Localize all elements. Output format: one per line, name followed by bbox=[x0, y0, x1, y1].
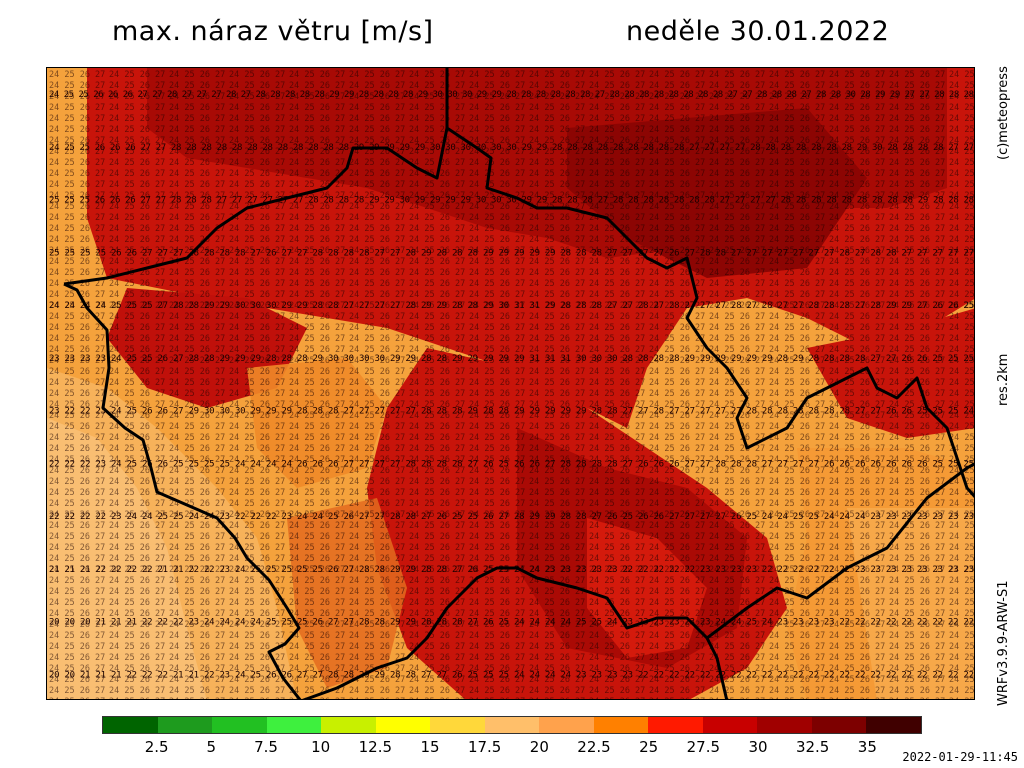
slovakia-border bbox=[706, 462, 974, 640]
grid-value-row: 25 25 25 26 26 26 27 27 28 28 28 27 27 2… bbox=[49, 196, 974, 206]
legend-label: 10 bbox=[311, 738, 331, 756]
legend-label: 32.5 bbox=[795, 738, 830, 756]
color-scale-legend bbox=[102, 716, 922, 734]
grid-values: 24 25 25 26 26 26 27 27 28 27 27 27 28 2… bbox=[49, 90, 974, 680]
legend-label: 12.5 bbox=[358, 738, 393, 756]
czech-border-north2 bbox=[446, 126, 974, 499]
legend-label: 30 bbox=[748, 738, 768, 756]
grid-value-row: 25 25 25 25 26 26 27 27 27 28 28 28 28 2… bbox=[49, 248, 974, 258]
grid-value-row: 22 22 22 23 24 25 26 26 25 25 25 25 24 2… bbox=[49, 459, 974, 469]
grid-value-row: 20 20 20 21 21 21 22 22 22 23 24 24 24 2… bbox=[49, 618, 974, 628]
grid-value-row: 23 23 23 23 24 25 25 26 27 28 28 29 29 2… bbox=[49, 354, 974, 364]
grid-value-row: 24 25 25 26 26 26 27 27 28 28 28 28 28 2… bbox=[49, 143, 974, 153]
legend-label: 35 bbox=[857, 738, 877, 756]
grid-value-row: 21 21 21 22 22 22 22 21 21 22 22 23 24 2… bbox=[49, 565, 974, 575]
grid-value-row: 24 24 24 24 25 25 25 27 28 28 29 29 30 3… bbox=[49, 301, 974, 311]
gust-field bbox=[47, 68, 974, 699]
legend-swatch bbox=[375, 717, 431, 733]
legend-label: 5 bbox=[206, 738, 217, 756]
legend-label: 7.5 bbox=[254, 738, 278, 756]
legend-swatch bbox=[157, 717, 213, 733]
legend-label: 22.5 bbox=[577, 738, 611, 756]
legend-swatch bbox=[103, 717, 158, 733]
legend-swatch bbox=[484, 717, 540, 733]
legend-swatch bbox=[430, 717, 485, 733]
country-borders bbox=[63, 68, 974, 699]
legend-swatch bbox=[266, 717, 322, 733]
legend-swatch bbox=[212, 717, 267, 733]
legend-swatch bbox=[757, 717, 812, 733]
model-label: WRFv3.9.9-ARW-S1 bbox=[996, 580, 1011, 706]
model-run-time: 2022-01-29-11:45 bbox=[902, 750, 1018, 764]
legend-swatch bbox=[702, 717, 758, 733]
resolution-label: res.2km bbox=[996, 353, 1011, 406]
map-title: max. náraz větru [m/s] bbox=[112, 16, 434, 47]
legend-label: 27.5 bbox=[686, 738, 721, 756]
legend-label: 20 bbox=[529, 738, 549, 756]
legend-label: 2.5 bbox=[144, 738, 169, 756]
legend-swatch bbox=[866, 717, 921, 733]
legend-label: 25 bbox=[639, 738, 659, 756]
grid-value-row: 23 22 22 23 24 25 26 26 27 29 30 30 30 2… bbox=[49, 407, 974, 417]
copyright-label: (c)meteopress bbox=[996, 66, 1011, 160]
legend-swatch bbox=[321, 717, 376, 733]
legend-swatch bbox=[648, 717, 703, 733]
czech-border bbox=[63, 282, 302, 699]
grid-value-row: 24 25 25 26 26 26 27 27 28 27 27 27 28 2… bbox=[49, 90, 974, 100]
czech-border-south bbox=[302, 566, 729, 699]
legend-label: 15 bbox=[420, 738, 440, 756]
czech-border-north bbox=[63, 68, 449, 286]
legend-label: 17.5 bbox=[467, 738, 502, 756]
legend-swatch bbox=[811, 717, 867, 733]
forecast-date: neděle 30.01.2022 bbox=[626, 16, 890, 47]
legend-swatch bbox=[593, 717, 649, 733]
grid-value-row: 22 22 22 22 23 24 24 25 25 24 24 23 22 2… bbox=[49, 512, 974, 522]
legend-swatch bbox=[539, 717, 594, 733]
color-scale-labels: 2.5 5 7.5 10 12.5 15 17.5 20 22.5 25 27.5 30 32.5 35 bbox=[102, 738, 922, 756]
wind-gust-map: 24 25 26 27 24 25 25 26 26 26 27 27 28 2… bbox=[46, 67, 975, 700]
grid-value-row: 20 20 21 21 21 22 22 22 21 21 22 23 24 2… bbox=[49, 670, 974, 680]
